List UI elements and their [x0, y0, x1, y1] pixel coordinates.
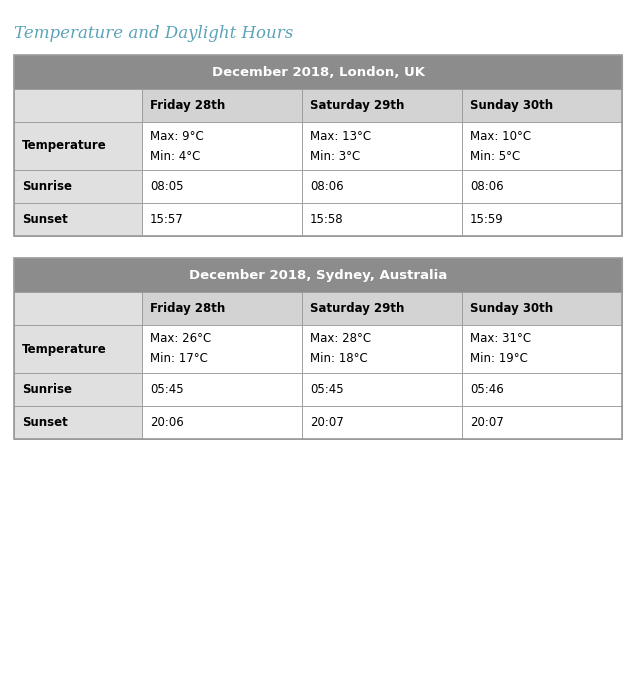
Text: Max: 26°C
Min: 17°C: Max: 26°C Min: 17°C	[150, 333, 211, 365]
Bar	[142, 325, 302, 373]
Text: 20:07: 20:07	[310, 416, 344, 429]
Bar	[462, 203, 622, 236]
Bar	[302, 122, 462, 170]
Bar	[462, 170, 622, 203]
Bar	[302, 406, 462, 439]
Bar	[462, 406, 622, 439]
Text: Sunday 30th: Sunday 30th	[470, 302, 553, 315]
Bar	[14, 122, 142, 170]
Text: Sunrise: Sunrise	[22, 180, 72, 193]
Bar	[462, 325, 622, 373]
Bar	[142, 122, 302, 170]
Text: Friday 28th: Friday 28th	[150, 302, 225, 315]
Text: Sunday 30th: Sunday 30th	[470, 99, 553, 112]
Bar	[14, 203, 142, 236]
Text: Friday 28th: Friday 28th	[150, 99, 225, 112]
Bar	[142, 373, 302, 406]
Text: 20:07: 20:07	[470, 416, 504, 429]
Text: Saturday 29th: Saturday 29th	[310, 99, 404, 112]
Bar	[462, 373, 622, 406]
Bar	[14, 170, 142, 203]
Text: Temperature and Daylight Hours: Temperature and Daylight Hours	[14, 24, 293, 41]
Text: 15:59: 15:59	[470, 213, 504, 226]
Bar	[142, 406, 302, 439]
Text: Max: 10°C
Min: 5°C: Max: 10°C Min: 5°C	[470, 130, 531, 162]
Bar	[462, 89, 622, 122]
Text: 05:46: 05:46	[470, 383, 504, 396]
Text: Sunset: Sunset	[22, 213, 68, 226]
Bar	[14, 89, 142, 122]
Text: 08:06: 08:06	[470, 180, 504, 193]
Bar	[142, 170, 302, 203]
Bar	[14, 55, 622, 89]
Bar	[14, 258, 622, 292]
Bar	[14, 325, 142, 373]
Bar	[142, 203, 302, 236]
Text: 15:58: 15:58	[310, 213, 344, 226]
Bar	[462, 122, 622, 170]
Bar	[302, 292, 462, 325]
Text: December 2018, Sydney, Australia: December 2018, Sydney, Australia	[189, 268, 447, 282]
Text: Sunrise: Sunrise	[22, 383, 72, 396]
Text: Max: 28°C
Min: 18°C: Max: 28°C Min: 18°C	[310, 333, 371, 365]
Text: 05:45: 05:45	[150, 383, 184, 396]
Bar	[302, 373, 462, 406]
Bar	[14, 406, 142, 439]
Text: Temperature: Temperature	[22, 139, 107, 153]
Bar	[462, 292, 622, 325]
Bar	[14, 292, 142, 325]
Text: Max: 9°C
Min: 4°C: Max: 9°C Min: 4°C	[150, 130, 204, 162]
Bar	[302, 325, 462, 373]
Bar	[14, 258, 622, 439]
Text: December 2018, London, UK: December 2018, London, UK	[211, 65, 424, 79]
Bar	[142, 89, 302, 122]
Text: Max: 31°C
Min: 19°C: Max: 31°C Min: 19°C	[470, 333, 531, 365]
Bar	[14, 373, 142, 406]
Text: 08:05: 08:05	[150, 180, 184, 193]
Text: Max: 13°C
Min: 3°C: Max: 13°C Min: 3°C	[310, 130, 371, 162]
Text: 08:06: 08:06	[310, 180, 344, 193]
Text: Sunset: Sunset	[22, 416, 68, 429]
Text: 20:06: 20:06	[150, 416, 184, 429]
Bar	[14, 55, 622, 236]
Bar	[302, 89, 462, 122]
Text: Temperature: Temperature	[22, 342, 107, 356]
Bar	[142, 292, 302, 325]
Bar	[302, 170, 462, 203]
Text: 15:57: 15:57	[150, 213, 184, 226]
Text: 05:45: 05:45	[310, 383, 344, 396]
Bar	[302, 203, 462, 236]
Text: Saturday 29th: Saturday 29th	[310, 302, 404, 315]
